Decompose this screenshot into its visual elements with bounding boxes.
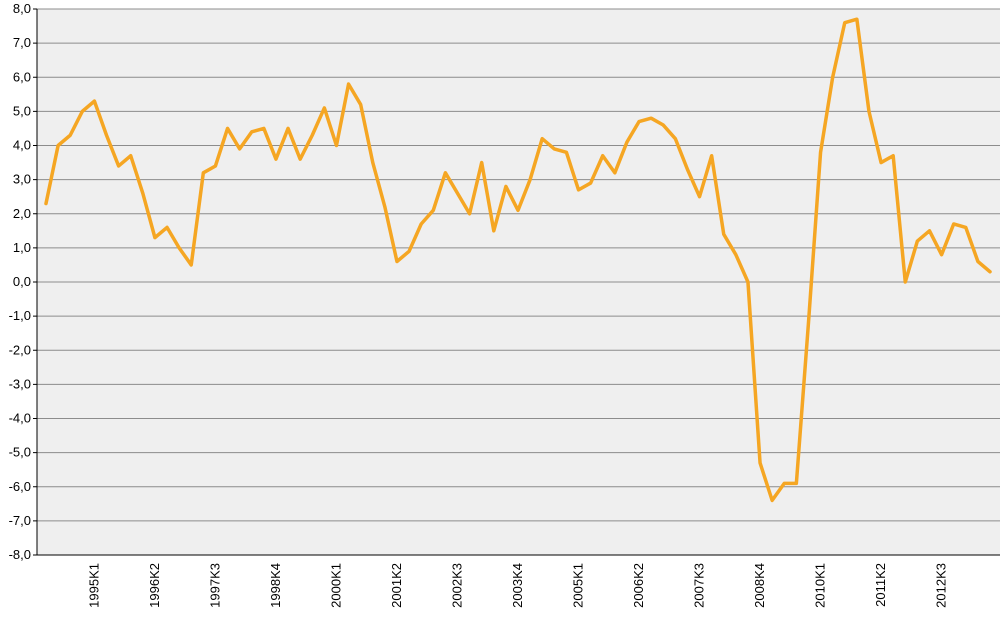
y-tick-label: -8,0 xyxy=(9,547,31,562)
gridlines xyxy=(37,8,1000,556)
x-tick-label: 1995K1 xyxy=(86,563,101,608)
x-tick-label: 2010K1 xyxy=(813,563,828,608)
y-tick-label: -7,0 xyxy=(9,513,31,528)
y-tick-label: 2,0 xyxy=(13,206,31,221)
y-tick-label: 0,0 xyxy=(13,274,31,289)
y-tick-label: -6,0 xyxy=(9,479,31,494)
x-tick-label: 1997K3 xyxy=(207,563,222,608)
y-tick-label: -4,0 xyxy=(9,411,31,426)
x-tick-label: 1996K2 xyxy=(147,563,162,608)
x-tick-label: 2008K4 xyxy=(752,563,767,608)
x-tick-label: 2012K3 xyxy=(934,563,949,608)
y-tick-label: -1,0 xyxy=(9,308,31,323)
y-tick-label: 7,0 xyxy=(13,35,31,50)
x-tick-label: 2007K3 xyxy=(692,563,707,608)
y-tick-label: 8,0 xyxy=(13,1,31,16)
x-tick-label: 2011K2 xyxy=(873,563,888,607)
y-tick-label: -2,0 xyxy=(9,342,31,357)
x-tick-label: 1998K4 xyxy=(268,563,283,608)
y-tick-label: -5,0 xyxy=(9,445,31,460)
series-group xyxy=(44,17,992,503)
y-axis-ticks: 8,0 7,0 6,0 5,0 4,0 3,0 2,0 1,0 0,0 -1,0 -2,0 -3,0 -… xyxy=(9,1,38,562)
y-tick-label: 5,0 xyxy=(13,103,31,118)
x-axis-ticks: 1995K1 1996K2 1997K3 1998K4 2000K1 2001K2 2002… xyxy=(86,563,948,608)
x-tick-label: 2001K2 xyxy=(389,563,404,608)
x-tick-label: 2003K4 xyxy=(510,563,525,608)
y-tick-label: 3,0 xyxy=(13,172,31,187)
y-tick-label: 4,0 xyxy=(13,138,31,153)
x-tick-label: 2000K1 xyxy=(328,563,343,608)
x-tick-label: 2002K3 xyxy=(449,563,464,608)
y-tick-label: 1,0 xyxy=(13,240,31,255)
series-line xyxy=(44,17,992,503)
y-tick-label: 6,0 xyxy=(13,69,31,84)
y-tick-label: -3,0 xyxy=(9,376,31,391)
x-tick-label: 2006K2 xyxy=(631,563,646,608)
x-tick-label: 2005K1 xyxy=(571,563,586,608)
